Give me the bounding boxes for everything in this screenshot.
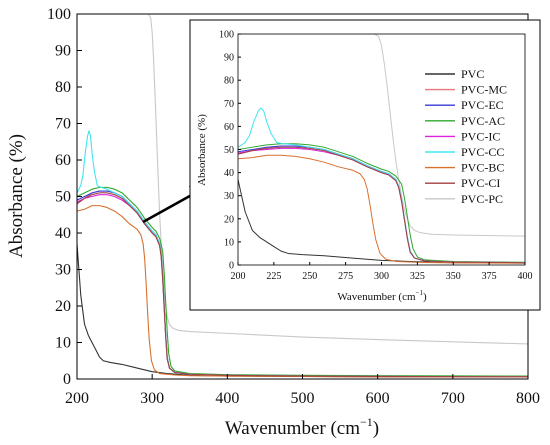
- inset-y-tick-label: 10: [224, 237, 234, 248]
- inset-y-tick-label: 20: [224, 214, 234, 225]
- inset-chart: 200 225 250 275 300 325 350 375 400 0 10 20 30 40 50 60…: [189, 19, 541, 311]
- inset-axis-ticks: 200 225 250 275 300 325 350 375 400 0 10 20 30 40 50 60…: [219, 30, 533, 283]
- main-y-tick-label: 30: [55, 262, 71, 279]
- main-axis-ticks: 200 300 400 500 600 700 8000102030405060708090…: [47, 6, 540, 407]
- main-series-pvc-pc: [77, 14, 528, 345]
- main-x-tick-label: 600: [366, 390, 390, 407]
- main-y-tick-label: 0: [63, 371, 71, 388]
- inset-y-axis-label: Absorbance (%): [196, 114, 208, 186]
- main-x-axis-label: Wavenumber (cm−1): [225, 415, 379, 439]
- inset-series-pvc-pc: [238, 34, 525, 237]
- legend-label-pvc-mc: PVC-MC: [461, 83, 507, 97]
- legend-label-pvc-pc: PVC-PC: [461, 192, 503, 206]
- main-chart: 200 300 400 500 600 700 8000102030405060708090…: [6, 6, 540, 439]
- inset-x-axis-label-superscript: −1: [416, 289, 424, 297]
- main-x-tick-label: 300: [140, 390, 164, 407]
- inset-series-pvc-ci: [238, 146, 525, 264]
- inset-y-tick-label: 40: [224, 168, 234, 179]
- inset-series-pvc: [238, 179, 525, 264]
- legend-label-pvc-ic: PVC-IC: [461, 129, 500, 143]
- inset-y-tick-label: 70: [224, 99, 234, 110]
- main-y-axis-label: Absorbance (%): [6, 134, 27, 258]
- main-x-tick-label: 400: [215, 390, 239, 407]
- legend-label-pvc-cc: PVC-CC: [461, 145, 504, 159]
- inset-x-tick-label: 325: [410, 271, 425, 282]
- inset-x-tick-label: 400: [518, 271, 533, 282]
- inset-x-axis-label: Wavenumber (cm−1): [337, 289, 427, 303]
- main-x-tick-label: 500: [291, 390, 315, 407]
- inset-x-tick-label: 275: [338, 271, 353, 282]
- inset-x-tick-label: 225: [266, 271, 281, 282]
- main-y-tick-label: 20: [55, 298, 71, 315]
- inset-x-tick-label: 350: [446, 271, 461, 282]
- inset-y-tick-label: 60: [224, 122, 234, 133]
- legend-label-pvc-ci: PVC-CI: [461, 176, 500, 190]
- main-x-tick-label: 700: [441, 390, 465, 407]
- main-y-tick-label: 90: [55, 43, 71, 60]
- inset-series-pvc-bc: [238, 154, 525, 264]
- main-y-tick-label: 70: [55, 116, 71, 133]
- inset-y-tick-label: 90: [224, 53, 234, 64]
- inset-x-tick-label: 300: [374, 271, 389, 282]
- inset-x-tick-label: 250: [302, 271, 317, 282]
- inset-y-tick-label: 50: [224, 145, 234, 156]
- main-y-tick-label: 40: [55, 225, 71, 242]
- main-x-tick-label: 200: [65, 390, 89, 407]
- main-y-tick-label: 50: [55, 189, 71, 206]
- main-y-tick-label: 10: [55, 335, 71, 352]
- main-series-pvc-ac: [77, 186, 528, 377]
- main-series-pvc-ci: [77, 192, 528, 378]
- main-y-tick-label: 80: [55, 79, 71, 96]
- inset-y-tick-label: 0: [229, 261, 234, 272]
- main-series-pvc-bc: [77, 205, 528, 378]
- main-series-layer: [77, 14, 528, 378]
- inset-x-tick-label: 375: [482, 271, 497, 282]
- main-x-axis-label-superscript: −1: [360, 415, 373, 429]
- legend-label-pvc: PVC: [461, 67, 484, 81]
- inset-x-tick-label: 200: [231, 271, 246, 282]
- inset-y-tick-label: 80: [224, 76, 234, 87]
- main-x-tick-label: 800: [516, 390, 540, 407]
- main-y-tick-label: 100: [47, 6, 71, 23]
- legend: PVCPVC-MCPVC-ECPVC-ACPVC-ICPVC-CCPVC-BCP…: [425, 67, 507, 206]
- legend-label-pvc-ac: PVC-AC: [461, 114, 505, 128]
- inset-series-layer: [238, 34, 525, 264]
- inset-y-tick-label: 30: [224, 191, 234, 202]
- main-y-tick-label: 60: [55, 152, 71, 169]
- inset-y-tick-label: 100: [219, 30, 234, 41]
- legend-label-pvc-ec: PVC-EC: [461, 98, 504, 112]
- legend-label-pvc-bc: PVC-BC: [461, 161, 504, 175]
